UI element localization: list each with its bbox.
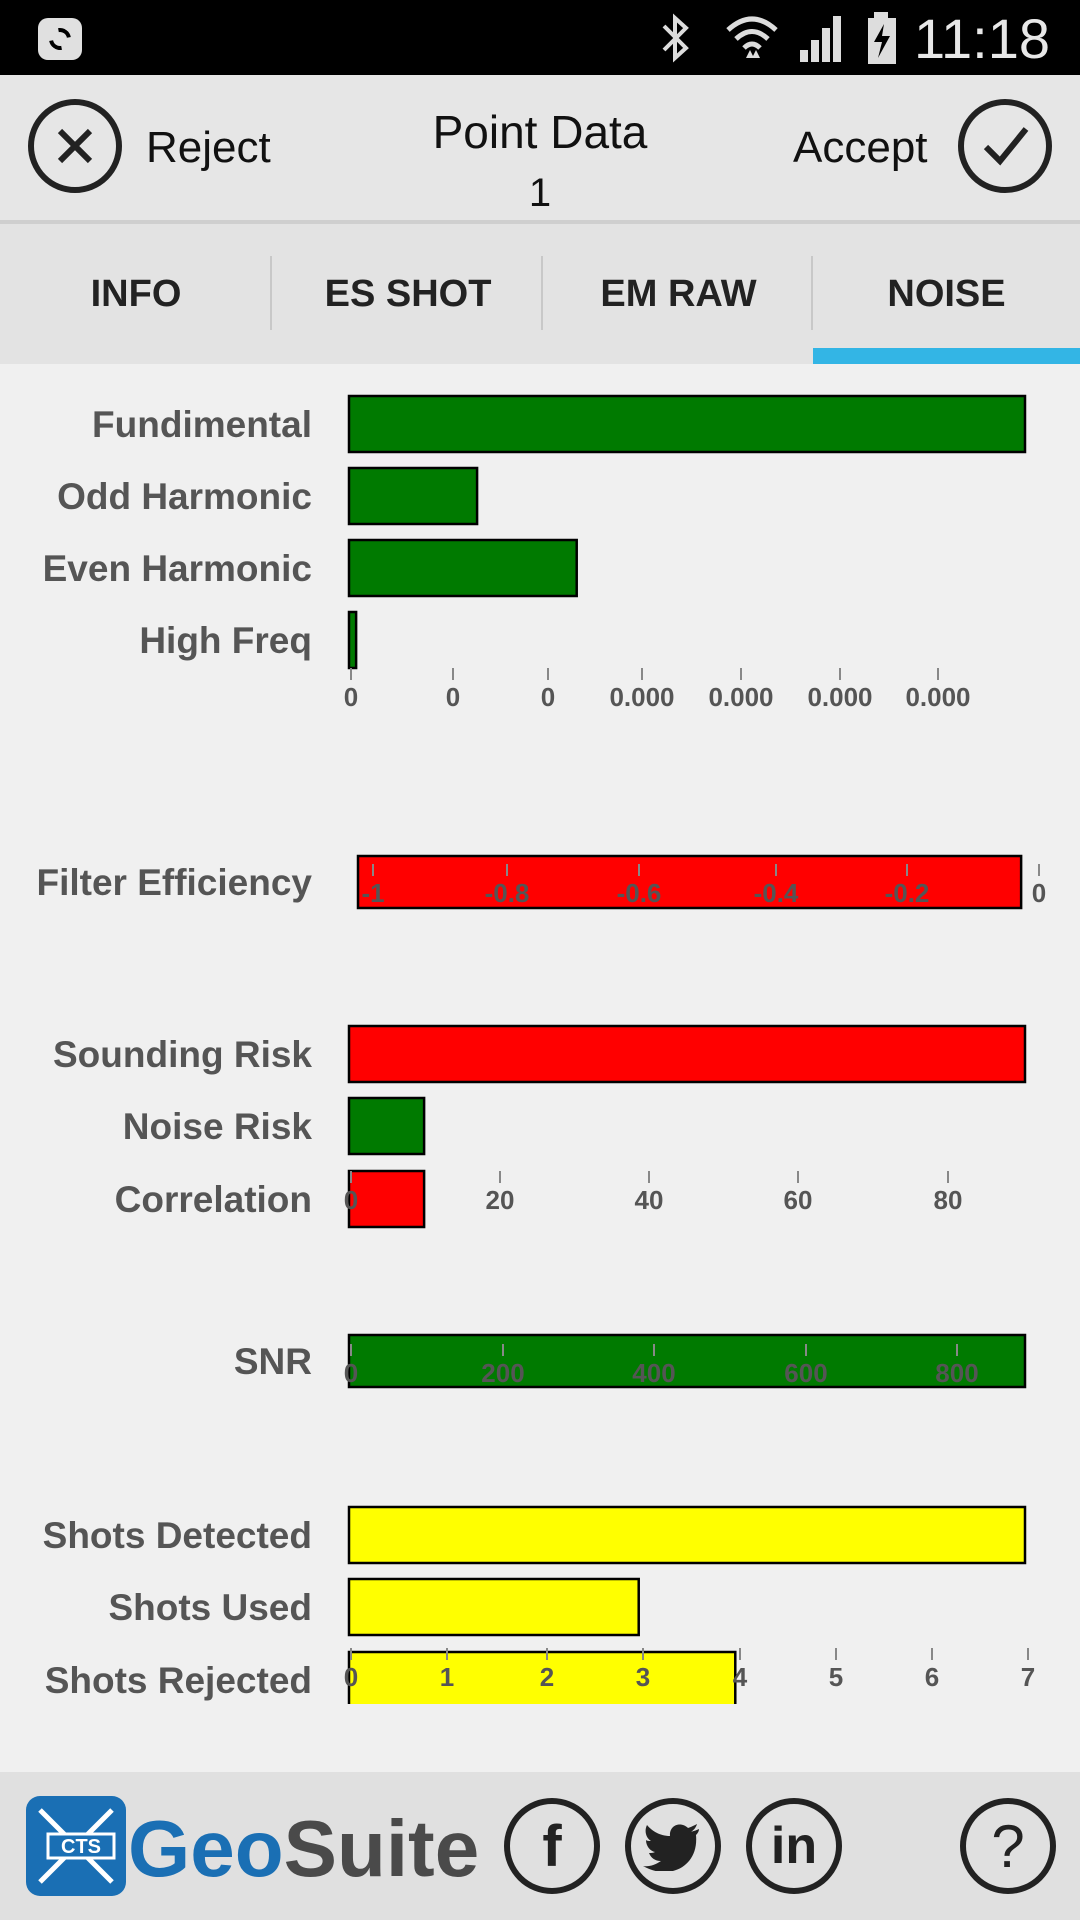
svg-text:GeoSuite: GeoSuite	[128, 1804, 478, 1893]
noise-charts-panel: Fundimental Odd Harmonic Even Harmonic High…	[0, 364, 1080, 1710]
chart-tick-label: 0	[344, 1662, 358, 1692]
linkedin-icon: in	[770, 1817, 818, 1875]
action-bar: Reject Point Data 1 Accept	[0, 75, 1080, 224]
brand-suite: Suite	[284, 1804, 478, 1893]
chart-tick-label: -0.6	[617, 878, 662, 908]
chart-category-label: Shots Rejected	[45, 1660, 312, 1701]
chart-category-label: Sounding Risk	[53, 1034, 312, 1075]
chart-bar	[347, 610, 358, 670]
close-icon	[57, 128, 93, 164]
chart-category-label: Fundimental	[92, 404, 312, 445]
tab-divider	[811, 256, 813, 330]
chart-tick-label: 400	[632, 1358, 675, 1388]
tab-noise[interactable]: NOISE	[887, 272, 1006, 315]
facebook-icon: f	[542, 1813, 562, 1879]
reject-button[interactable]	[28, 99, 122, 193]
chart-bar	[347, 1333, 1027, 1389]
chart-category-label: Odd Harmonic	[57, 476, 312, 517]
chart-tick-label: 2	[540, 1662, 554, 1692]
chart-bar	[347, 1577, 640, 1637]
status-bar: 11:18	[0, 0, 1080, 75]
chart-tick-label: 0.000	[609, 682, 674, 712]
accept-label[interactable]: Accept	[793, 123, 928, 172]
checkmark-icon	[983, 127, 1029, 166]
chart-bar	[347, 466, 479, 526]
chart-category-label: Shots Detected	[43, 1515, 312, 1556]
chart-bar	[347, 1024, 1027, 1084]
chart-tick-label: 0.000	[807, 682, 872, 712]
chart-tick-label: 0	[344, 682, 358, 712]
chart-category-label: SNR	[234, 1341, 312, 1382]
chart-tick-label: 3	[636, 1662, 650, 1692]
facebook-button[interactable]: f	[504, 1798, 600, 1894]
chart-bar	[347, 1169, 426, 1229]
chart-bar	[347, 538, 578, 598]
tab-em-raw[interactable]: EM RAW	[600, 272, 757, 315]
help-button[interactable]: ?	[960, 1798, 1056, 1894]
twitter-button[interactable]	[625, 1798, 721, 1894]
chart-category-label: Even Harmonic	[43, 548, 312, 589]
chart-category-label: Correlation	[115, 1179, 312, 1220]
help-icon: ?	[991, 1812, 1025, 1880]
cts-logo-text: CTS	[61, 1836, 101, 1858]
chart-category-label: Noise Risk	[123, 1106, 313, 1147]
chart-tick-label: -1	[361, 878, 384, 908]
chart-tick-label: 6	[925, 1662, 939, 1692]
chart-tick-label: 600	[784, 1358, 827, 1388]
chart-tick-label: 20	[486, 1185, 515, 1215]
chart-tick-label: 0	[344, 1185, 358, 1215]
cts-logo-icon: CTS	[26, 1796, 126, 1896]
chart-tick-label: 0	[344, 1358, 358, 1388]
brand-geo: Geo	[128, 1804, 284, 1893]
geosuite-logo: GeoSuite	[128, 1804, 478, 1893]
chart-tick-label: 800	[935, 1358, 978, 1388]
chart-bar	[347, 394, 1027, 454]
chart-tick-label: 200	[481, 1358, 524, 1388]
tab-divider	[541, 256, 543, 330]
chart-bar	[347, 1505, 1027, 1565]
tab-selected-indicator	[813, 348, 1080, 364]
chart-tick-label: 1	[440, 1662, 454, 1692]
chart-bar	[347, 1096, 426, 1156]
chart-category-label: Filter Efficiency	[36, 862, 312, 903]
twitter-icon	[643, 1824, 699, 1871]
wifi-icon	[726, 16, 778, 58]
bluetooth-icon	[662, 13, 689, 63]
battery-charging-icon	[868, 12, 896, 64]
chart-tick-label: -0.8	[485, 878, 530, 908]
chart-tick-label: 40	[635, 1185, 664, 1215]
reject-label[interactable]: Reject	[146, 123, 271, 172]
signal-icon	[800, 16, 841, 62]
chart-tick-label: 4	[733, 1662, 748, 1692]
tab-es-shot[interactable]: ES SHOT	[324, 272, 492, 315]
page-subtitle: 1	[528, 171, 552, 215]
chart-category-label: High Freq	[139, 620, 312, 661]
chart-tick-label: 80	[934, 1185, 963, 1215]
chart-bar	[356, 854, 1023, 910]
tab-bar: INFO ES SHOT EM RAW NOISE	[0, 224, 1080, 364]
chart-tick-label: -0.2	[885, 878, 930, 908]
chart-tick-label: 0.000	[708, 682, 773, 712]
footer-bar: CTS GeoSuite f in ?	[0, 1772, 1080, 1920]
chart-tick-label: 0	[1032, 878, 1046, 908]
chart-category-label: Shots Used	[108, 1587, 312, 1628]
chart-tick-label: 0.000	[905, 682, 970, 712]
chart-tick-label: 5	[829, 1662, 843, 1692]
tab-divider	[270, 256, 272, 330]
chart-tick-label: 0	[541, 682, 555, 712]
app-icon	[38, 18, 82, 60]
chart-tick-label: 60	[784, 1185, 813, 1215]
clock: 11:18	[914, 7, 1050, 70]
accept-button[interactable]	[958, 99, 1052, 193]
chart-tick-label: 0	[446, 682, 460, 712]
tab-info[interactable]: INFO	[90, 272, 182, 315]
page-title: Point Data	[432, 106, 648, 158]
chart-tick-label: -0.4	[754, 878, 799, 908]
noise-charts: Fundimental Odd Harmonic Even Harmonic High…	[36, 394, 1046, 1710]
linkedin-button[interactable]: in	[746, 1798, 842, 1894]
chart-tick-label: 7	[1021, 1662, 1035, 1692]
